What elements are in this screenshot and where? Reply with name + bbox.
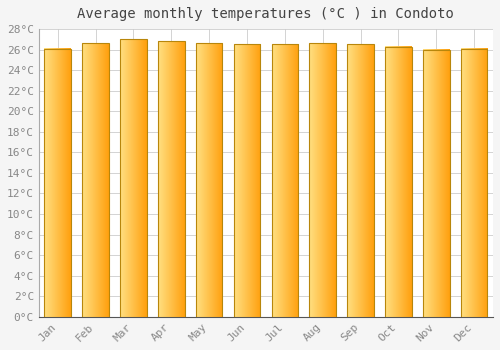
Bar	[272, 44, 298, 317]
Bar	[234, 44, 260, 317]
Bar	[120, 39, 146, 317]
Bar	[158, 41, 184, 317]
Bar	[348, 44, 374, 317]
Bar	[44, 49, 71, 317]
Bar	[461, 49, 487, 317]
Title: Average monthly temperatures (°C ) in Condoto: Average monthly temperatures (°C ) in Co…	[78, 7, 454, 21]
Bar	[196, 43, 222, 317]
Bar	[385, 47, 411, 317]
Bar	[310, 43, 336, 317]
Bar	[82, 43, 109, 317]
Bar	[423, 50, 450, 317]
